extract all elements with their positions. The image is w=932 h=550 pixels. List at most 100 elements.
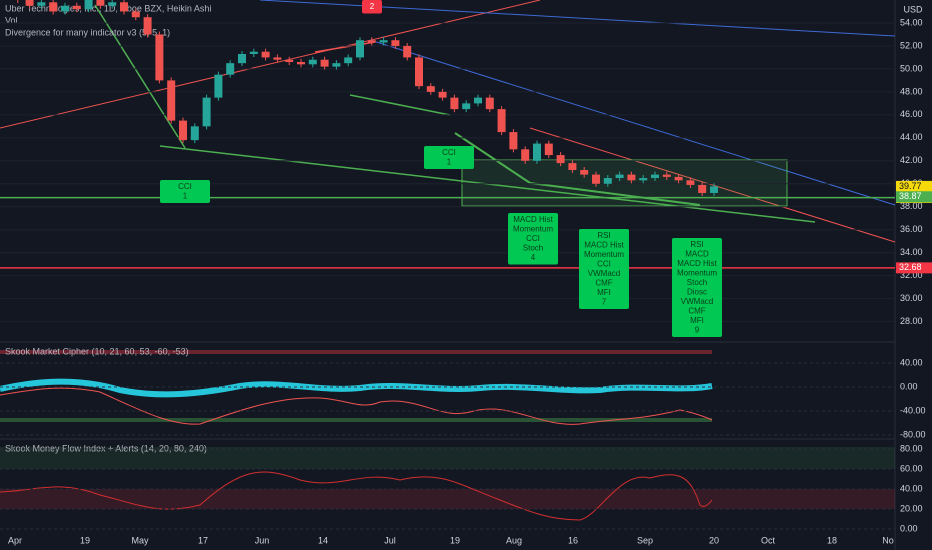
candle	[686, 180, 695, 185]
candle	[651, 174, 659, 179]
candle	[214, 74, 223, 98]
candle	[167, 80, 176, 121]
candle	[37, 2, 46, 6]
candle	[485, 97, 494, 110]
annotation-text: Stoch	[523, 244, 543, 253]
candle	[568, 163, 577, 170]
candle	[544, 143, 553, 156]
x-tick-label: 20	[709, 535, 719, 545]
x-tick-label: Oct	[761, 535, 776, 545]
candle	[438, 91, 447, 98]
wave	[0, 378, 713, 398]
candle	[509, 132, 518, 150]
x-tick-label: Sep	[637, 535, 653, 545]
y-tick-label: 46.00	[900, 109, 923, 119]
y-tick-label: 38.00	[900, 201, 923, 211]
candle	[120, 2, 128, 12]
candle	[320, 59, 329, 67]
x-tick-label: 18	[827, 535, 837, 545]
annotation-text: Diosc	[687, 288, 707, 297]
candle	[344, 57, 353, 64]
annotation-text: CCI	[178, 182, 192, 191]
candle	[426, 86, 435, 92]
annotation-text: Stoch	[687, 278, 707, 287]
candle	[332, 63, 341, 67]
candle	[592, 174, 600, 184]
x-tick-label: Aug	[506, 535, 522, 545]
annotation-text: Momentum	[677, 269, 717, 278]
annotation-text: 4	[531, 253, 536, 262]
y-tick-label: -40.00	[900, 405, 926, 415]
y-tick-label: 32.00	[900, 270, 923, 280]
x-tick-label: 19	[80, 535, 90, 545]
band	[0, 350, 712, 354]
trend-line	[314, 41, 376, 53]
candle	[61, 5, 69, 12]
mfi-line	[0, 471, 713, 521]
annotation-text: MFI	[597, 288, 611, 297]
candle	[297, 62, 305, 65]
candle	[462, 103, 471, 110]
annotation-text: 2	[370, 2, 375, 11]
candle	[710, 186, 718, 193]
annotation-text: Momentum	[513, 225, 553, 234]
candle	[698, 184, 707, 193]
candle	[131, 11, 140, 18]
candle	[143, 17, 152, 35]
price-label-box	[896, 191, 932, 203]
candle	[249, 51, 258, 54]
annotation-text: CMF	[688, 307, 705, 316]
indicator-label: Divergence for many indicator v3 (5, 5, …	[5, 27, 170, 37]
candle	[25, 0, 34, 6]
candle	[639, 178, 648, 181]
candle	[308, 59, 317, 65]
trend-line	[94, 4, 186, 149]
annotation-text: RSI	[597, 231, 610, 240]
y-tick-label: 30.00	[900, 293, 923, 303]
annotation-text: 1	[447, 158, 452, 167]
y-tick-label: 0.00	[900, 523, 918, 533]
pane-title: Skook Money Flow Index + Alerts (14, 20,…	[5, 443, 207, 453]
y-tick-label: 20.00	[900, 503, 923, 513]
candle	[556, 155, 565, 164]
annotation-box	[160, 180, 210, 203]
pane-title: Skook Market Cipher (10, 21, 60, 53, -60…	[5, 346, 189, 356]
candle	[497, 109, 506, 133]
candle	[273, 57, 282, 60]
annotation-box	[362, 0, 382, 14]
annotation-box	[579, 229, 629, 309]
annotation-text: 7	[602, 298, 607, 307]
annotation-text: 9	[695, 326, 700, 335]
x-tick-label: 16	[568, 535, 578, 545]
price-label: 32.68	[899, 262, 922, 272]
candle	[521, 149, 530, 161]
annotation-text: 1	[183, 192, 188, 201]
annotation-text: VWMacd	[681, 297, 713, 306]
candle	[108, 2, 117, 6]
signal-line	[0, 387, 713, 425]
annotation-text: VWMacd	[588, 269, 620, 278]
trend-line	[369, 39, 896, 206]
annotation-box	[672, 238, 722, 337]
annotation-text: MACD Hist	[513, 215, 553, 224]
x-tick-label: 14	[318, 535, 328, 545]
price-label-box	[896, 262, 932, 274]
candle	[391, 40, 400, 46]
candle	[356, 40, 364, 58]
candle	[49, 2, 58, 12]
trend-line	[529, 182, 701, 206]
indicator-label: Vol	[5, 15, 18, 25]
candle	[403, 45, 412, 58]
candle	[285, 59, 294, 63]
candle	[580, 170, 589, 175]
candle	[261, 51, 270, 58]
trend-line	[0, 0, 541, 129]
y-tick-label: 40.00	[900, 357, 923, 367]
candle	[72, 5, 81, 10]
y-tick-label: 60.00	[900, 463, 923, 473]
band	[0, 447, 895, 469]
currency: USD	[903, 4, 923, 14]
y-tick-label: 36.00	[900, 224, 923, 234]
x-tick-label: May	[131, 535, 149, 545]
